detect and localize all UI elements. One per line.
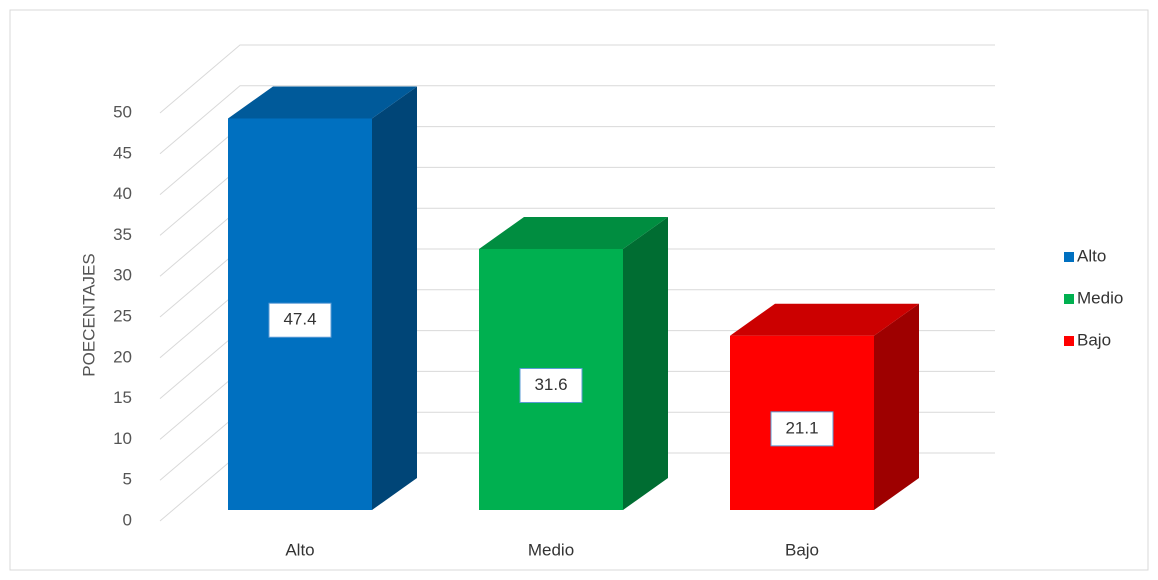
bar-top <box>479 216 668 249</box>
data-label: 47.4 <box>283 310 316 329</box>
y-tick-label: 0 <box>123 510 132 529</box>
data-label-box <box>770 411 834 447</box>
legend-label: Bajo <box>1077 330 1111 349</box>
y-tick-label: 35 <box>113 225 132 244</box>
bar-top <box>730 303 919 336</box>
y-tick-label: 25 <box>113 306 132 325</box>
data-label-box <box>268 302 332 338</box>
y-tick-label: 30 <box>113 266 132 285</box>
data-label-box <box>519 367 583 403</box>
y-tick-label: 5 <box>123 470 132 489</box>
legend-swatch <box>1064 294 1074 304</box>
legend-swatch <box>1064 252 1074 262</box>
y-tick-label: 40 <box>113 184 132 203</box>
legend-label: Alto <box>1077 246 1106 265</box>
x-tick-label: Medio <box>528 540 574 559</box>
x-tick-label: Bajo <box>785 540 819 559</box>
legend-swatch <box>1064 336 1074 346</box>
data-label: 21.1 <box>785 418 818 437</box>
bar-side <box>623 216 668 510</box>
bar-side <box>372 86 417 510</box>
bar-top <box>228 86 417 119</box>
bar-side <box>874 303 919 510</box>
y-axis-title: POECENTAJES <box>79 253 98 376</box>
y-tick-label: 50 <box>113 102 132 121</box>
x-tick-label: Alto <box>285 540 314 559</box>
y-tick-label: 10 <box>113 429 132 448</box>
y-tick-label: 20 <box>113 347 132 366</box>
y-tick-label: 45 <box>113 143 132 162</box>
grid-line <box>159 44 995 114</box>
data-label: 31.6 <box>534 375 567 394</box>
y-tick-label: 15 <box>113 388 132 407</box>
grid-line <box>159 85 995 155</box>
legend-label: Medio <box>1077 288 1123 307</box>
